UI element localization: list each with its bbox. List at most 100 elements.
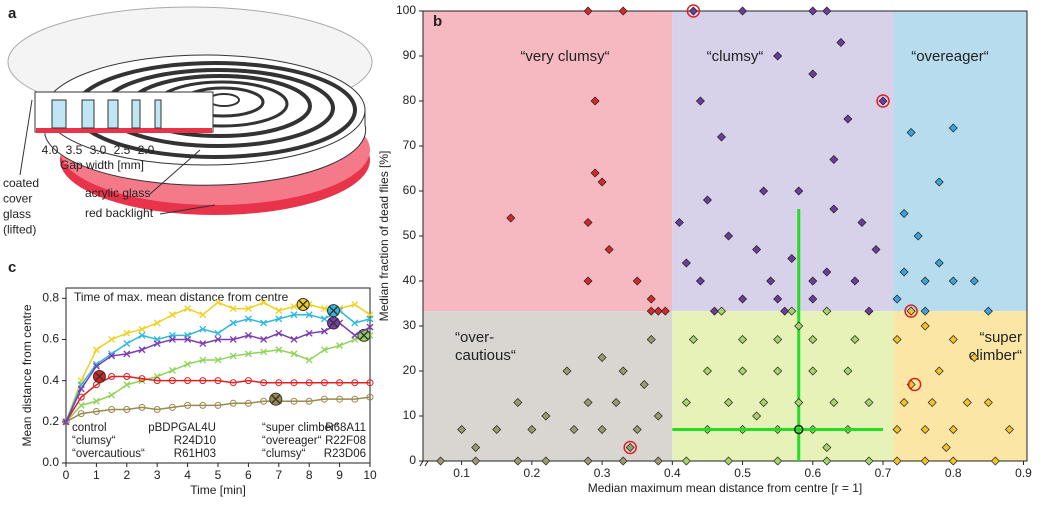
data-point (583, 276, 593, 286)
data-point (766, 276, 776, 286)
marker (138, 375, 146, 383)
slot (131, 99, 141, 129)
data-point (471, 443, 481, 452)
marker (92, 360, 100, 368)
x-tick-label: 9 (336, 468, 343, 482)
y-tick-label: 70 (403, 138, 417, 152)
marker (184, 336, 192, 343)
y-tick-label: 90 (403, 48, 417, 62)
marker (108, 352, 116, 360)
marker (214, 298, 222, 306)
marker (108, 391, 116, 399)
marker (168, 366, 176, 374)
data-point (850, 276, 860, 286)
data-point (983, 398, 993, 407)
marker (244, 377, 252, 385)
legend-line: pBDPGAL4U (148, 422, 216, 434)
x-tick-label: 0.8 (945, 466, 962, 480)
marker (275, 307, 283, 315)
acrylic-label: acrylic glass (85, 186, 150, 200)
data-point (864, 456, 874, 466)
marker (366, 315, 374, 323)
data-point (738, 6, 748, 16)
marker (260, 379, 268, 387)
slot (81, 99, 95, 129)
region-label: “clumsy“ (707, 48, 764, 65)
data-point (773, 335, 783, 344)
data-point (920, 321, 930, 331)
region-label: climber“ (969, 347, 1022, 364)
data-point (702, 195, 712, 205)
data-point (724, 231, 734, 241)
region-label: “very clumsy“ (520, 48, 609, 65)
data-point (892, 335, 902, 344)
x-tick-label: 4 (184, 468, 191, 482)
y-tick-label: 10 (403, 408, 417, 422)
data-point (632, 425, 642, 434)
marker (153, 319, 161, 327)
marker (92, 362, 100, 370)
highlight-ring (686, 4, 701, 18)
panel-label: b (433, 13, 442, 30)
x-axis-label: Time [min] (190, 483, 246, 497)
data-point (948, 335, 958, 344)
data-point (738, 366, 748, 376)
data-point (822, 306, 832, 316)
data-point (906, 306, 916, 316)
data-point (583, 218, 593, 227)
marker (305, 329, 313, 337)
data-point (716, 306, 726, 316)
marker (244, 399, 252, 407)
marker (123, 340, 131, 348)
gap-label: 3.0 (90, 143, 107, 157)
data-point (653, 411, 663, 421)
marker (123, 381, 131, 389)
data-point (597, 353, 607, 362)
series-line (65, 322, 371, 423)
region (672, 11, 894, 312)
data-point (822, 456, 832, 466)
data-point (780, 306, 790, 316)
series-line (65, 301, 371, 423)
marker (108, 405, 116, 413)
y-tick-label: 60 (403, 183, 417, 197)
marker (290, 397, 298, 405)
data-point (829, 204, 839, 214)
marker (214, 377, 222, 385)
apparatus-drawing (7, 6, 373, 215)
data-point (983, 306, 993, 316)
data-point (808, 366, 818, 376)
data-point (471, 456, 481, 466)
data-point (688, 335, 698, 344)
data-point (864, 398, 874, 407)
marker (260, 397, 268, 405)
marker (138, 403, 146, 411)
marker (351, 379, 359, 387)
data-point (583, 456, 593, 466)
data-point (899, 209, 909, 218)
gap-label: 2.5 (114, 143, 131, 157)
data-point (787, 306, 797, 316)
marker (229, 305, 237, 313)
median-point (793, 424, 804, 435)
data-point (808, 276, 818, 286)
data-point (794, 321, 804, 331)
marker (123, 329, 131, 337)
data-point (492, 425, 502, 434)
marker (214, 401, 222, 409)
data-point (829, 398, 839, 407)
pointer (19, 99, 33, 176)
legend-label: control (72, 422, 107, 434)
x-tick-label: 2 (123, 468, 130, 482)
x-tick-label: 0.5 (734, 466, 751, 480)
marker (123, 350, 131, 358)
marker (153, 340, 161, 348)
data-point (913, 231, 923, 241)
legend-line: R61H03 (174, 448, 216, 460)
marker (123, 405, 131, 413)
data-point (773, 51, 783, 61)
marker (229, 319, 237, 327)
data-point (822, 267, 832, 277)
data-point (808, 335, 818, 344)
y-tick-label: 0.2 (42, 414, 59, 428)
